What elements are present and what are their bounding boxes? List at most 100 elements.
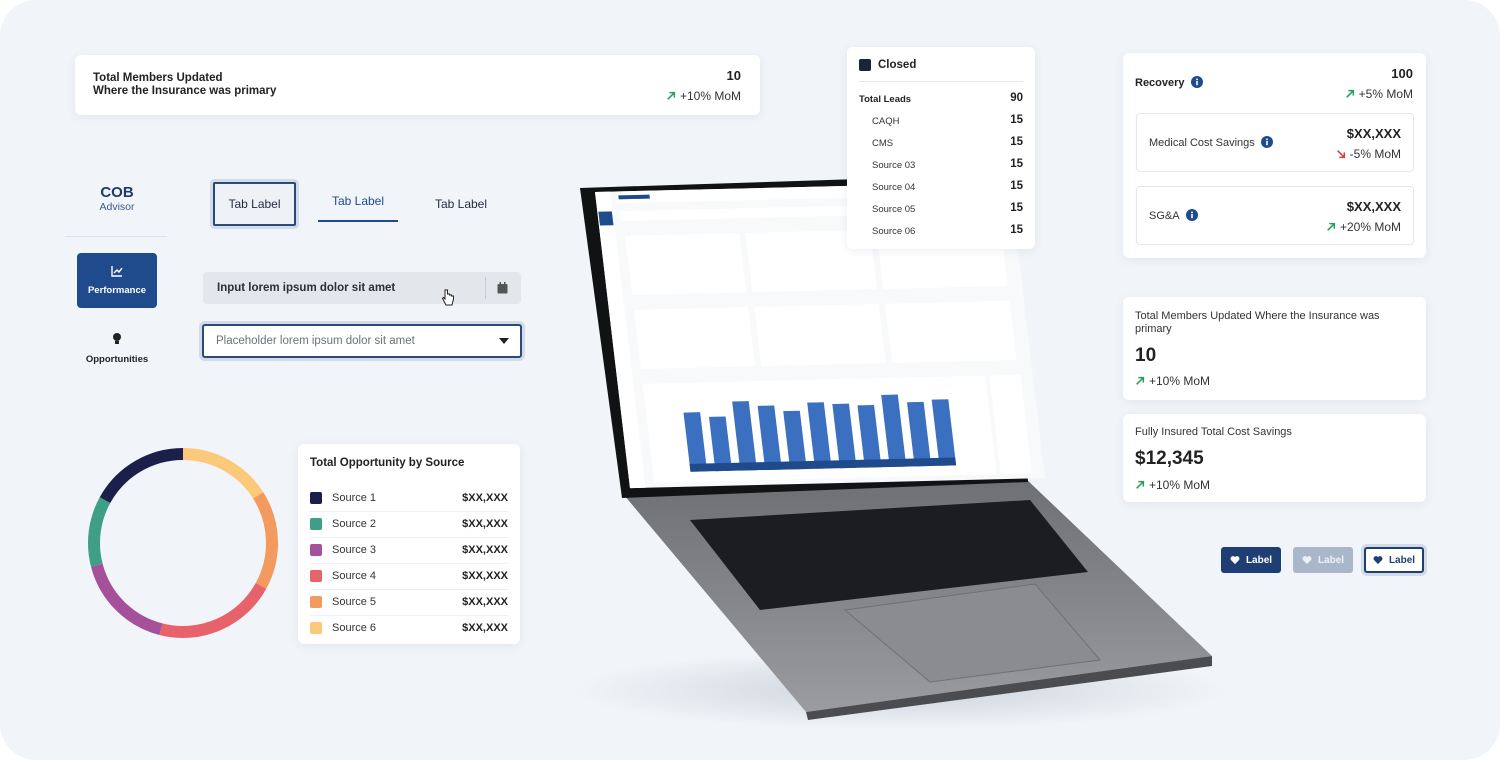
metric-subcard: Medical Cost Savings $XX,XXX -5% MoM [1136, 113, 1414, 172]
heart-icon [1301, 555, 1312, 565]
nav-item-active[interactable]: Performance [77, 253, 157, 308]
legend-swatch [310, 544, 322, 556]
info-icon[interactable] [1185, 209, 1198, 221]
laptop-illustration [570, 174, 1230, 730]
metric-delta: +20% MoM [1325, 220, 1401, 234]
leads-name: CAQH [872, 116, 900, 127]
leads-count: 15 [1010, 158, 1023, 170]
card-value: 10 [1135, 345, 1157, 366]
legend-amount: $XX,XXX [462, 518, 508, 530]
button: Label [1293, 547, 1353, 573]
metric-subcard: SG&A $XX,XXX +20% MoM [1136, 186, 1414, 245]
leads-count: 15 [1010, 136, 1023, 148]
donut-segment [88, 497, 111, 567]
legend-row: Source 6 $XX,XXX [310, 616, 508, 642]
legend-swatch [310, 492, 322, 504]
nav-item[interactable]: Opportunities [67, 332, 167, 365]
legend-row: Source 5 $XX,XXX [310, 590, 508, 616]
legend-label: Source 4 [332, 570, 377, 582]
leads-row: Source 03 15 [847, 158, 1035, 180]
summary-value: 10 [726, 68, 741, 83]
metric-delta: -5% MoM [1335, 147, 1401, 161]
legend-label: Source 3 [332, 544, 377, 556]
metric-title: Medical Cost Savings [1149, 137, 1255, 149]
brand-name: COB [100, 184, 134, 201]
legend-row: Source 2 $XX,XXX [310, 512, 508, 538]
card-value: $12,345 [1135, 448, 1204, 469]
summary-title: Total Members Updated Where the Insuranc… [93, 72, 276, 98]
legend-swatch [310, 596, 322, 608]
card-title: Total Opportunity by Source [310, 457, 465, 469]
divider [859, 81, 1023, 82]
leads-count: 15 [1010, 114, 1023, 126]
donut-chart [88, 448, 278, 638]
legend-row: Source 3 $XX,XXX [310, 538, 508, 564]
input-text: Input lorem ipsum dolor sit amet [217, 282, 396, 294]
donut-segment [99, 448, 184, 504]
button[interactable]: Label [1364, 547, 1424, 573]
leads-name: CMS [872, 138, 894, 149]
button[interactable]: Label [1221, 547, 1281, 573]
leads-count: 15 [1010, 180, 1023, 192]
leads-row: Source 04 15 [847, 180, 1035, 202]
legend-amount: $XX,XXX [462, 622, 508, 634]
card-title: Total Members Updated Where the Insuranc… [1135, 310, 1380, 335]
tab[interactable]: Tab Label [434, 197, 488, 211]
heart-icon [1372, 555, 1383, 565]
nav-label: Performance [87, 285, 147, 296]
metric-amount: $XX,XXX [1346, 126, 1401, 141]
status-label: Closed [878, 59, 917, 71]
heart-icon [1229, 555, 1240, 565]
card-delta: +5% MoM [1344, 87, 1413, 101]
chevron-icon [499, 338, 509, 344]
legend-label: Source 1 [332, 492, 377, 504]
total-value: 90 [1010, 92, 1023, 104]
info-icon[interactable] [1190, 76, 1203, 88]
savings-card: Fully Insured Total Cost Savings $12,345… [1123, 414, 1426, 502]
metric-title-wrap: Medical Cost Savings [1149, 136, 1273, 149]
legend-swatch [310, 622, 322, 634]
leads-count: 15 [1010, 224, 1023, 236]
input-placeholder: Placeholder lorem ipsum dolor sit amet [216, 335, 415, 347]
metric-title-wrap: SG&A [1149, 209, 1198, 222]
info-icon[interactable] [1260, 136, 1273, 148]
leads-count: 15 [1010, 202, 1023, 214]
nav-icon [113, 333, 121, 344]
input-filled[interactable]: Input lorem ipsum dolor sit amet [203, 272, 521, 306]
legend-row: Source 4 $XX,XXX [310, 564, 508, 590]
legend-row: Source 1 $XX,XXX [310, 486, 508, 512]
button-label: Label [1388, 554, 1416, 566]
button-label: Label [1317, 554, 1345, 566]
card-title: Fully Insured Total Cost Savings [1135, 426, 1292, 438]
recovery-card: Recovery 100 +5% MoM Medical Cost Saving… [1123, 53, 1426, 258]
input-dropdown[interactable]: Placeholder lorem ipsum dolor sit amet [202, 324, 522, 358]
cursor-icon [441, 289, 454, 306]
checkbox[interactable] [859, 59, 871, 71]
summary-delta: +10% MoM [665, 89, 741, 103]
card-value: 100 [1391, 66, 1413, 81]
legend-amount: $XX,XXX [462, 570, 508, 582]
leads-row: CMS 15 [847, 136, 1035, 158]
leads-row: Source 06 15 [847, 224, 1035, 246]
nav-icon [111, 266, 123, 277]
members-card: Total Members Updated Where the Insuranc… [1123, 297, 1426, 400]
opportunity-card: Total Opportunity by Source Source 1 $XX,… [298, 444, 520, 644]
card-title: Recovery [1135, 77, 1185, 89]
calendar-icon [497, 282, 508, 294]
tab-selected[interactable]: Tab Label [318, 182, 398, 222]
legend-swatch [310, 518, 322, 530]
legend-amount: $XX,XXX [462, 596, 508, 608]
button-label: Label [1245, 554, 1273, 566]
leads-name: Source 06 [872, 226, 916, 237]
donut-segment [182, 448, 264, 499]
legend-label: Source 6 [332, 622, 377, 634]
card-title-wrap: Recovery [1135, 76, 1203, 89]
donut-segment [159, 582, 267, 638]
donut-segment [253, 492, 278, 589]
divider [65, 236, 167, 237]
title-line: Where the Insurance was primary [93, 85, 277, 97]
tab-focused[interactable]: Tab Label [213, 182, 296, 226]
leads-name: Source 05 [872, 204, 916, 215]
